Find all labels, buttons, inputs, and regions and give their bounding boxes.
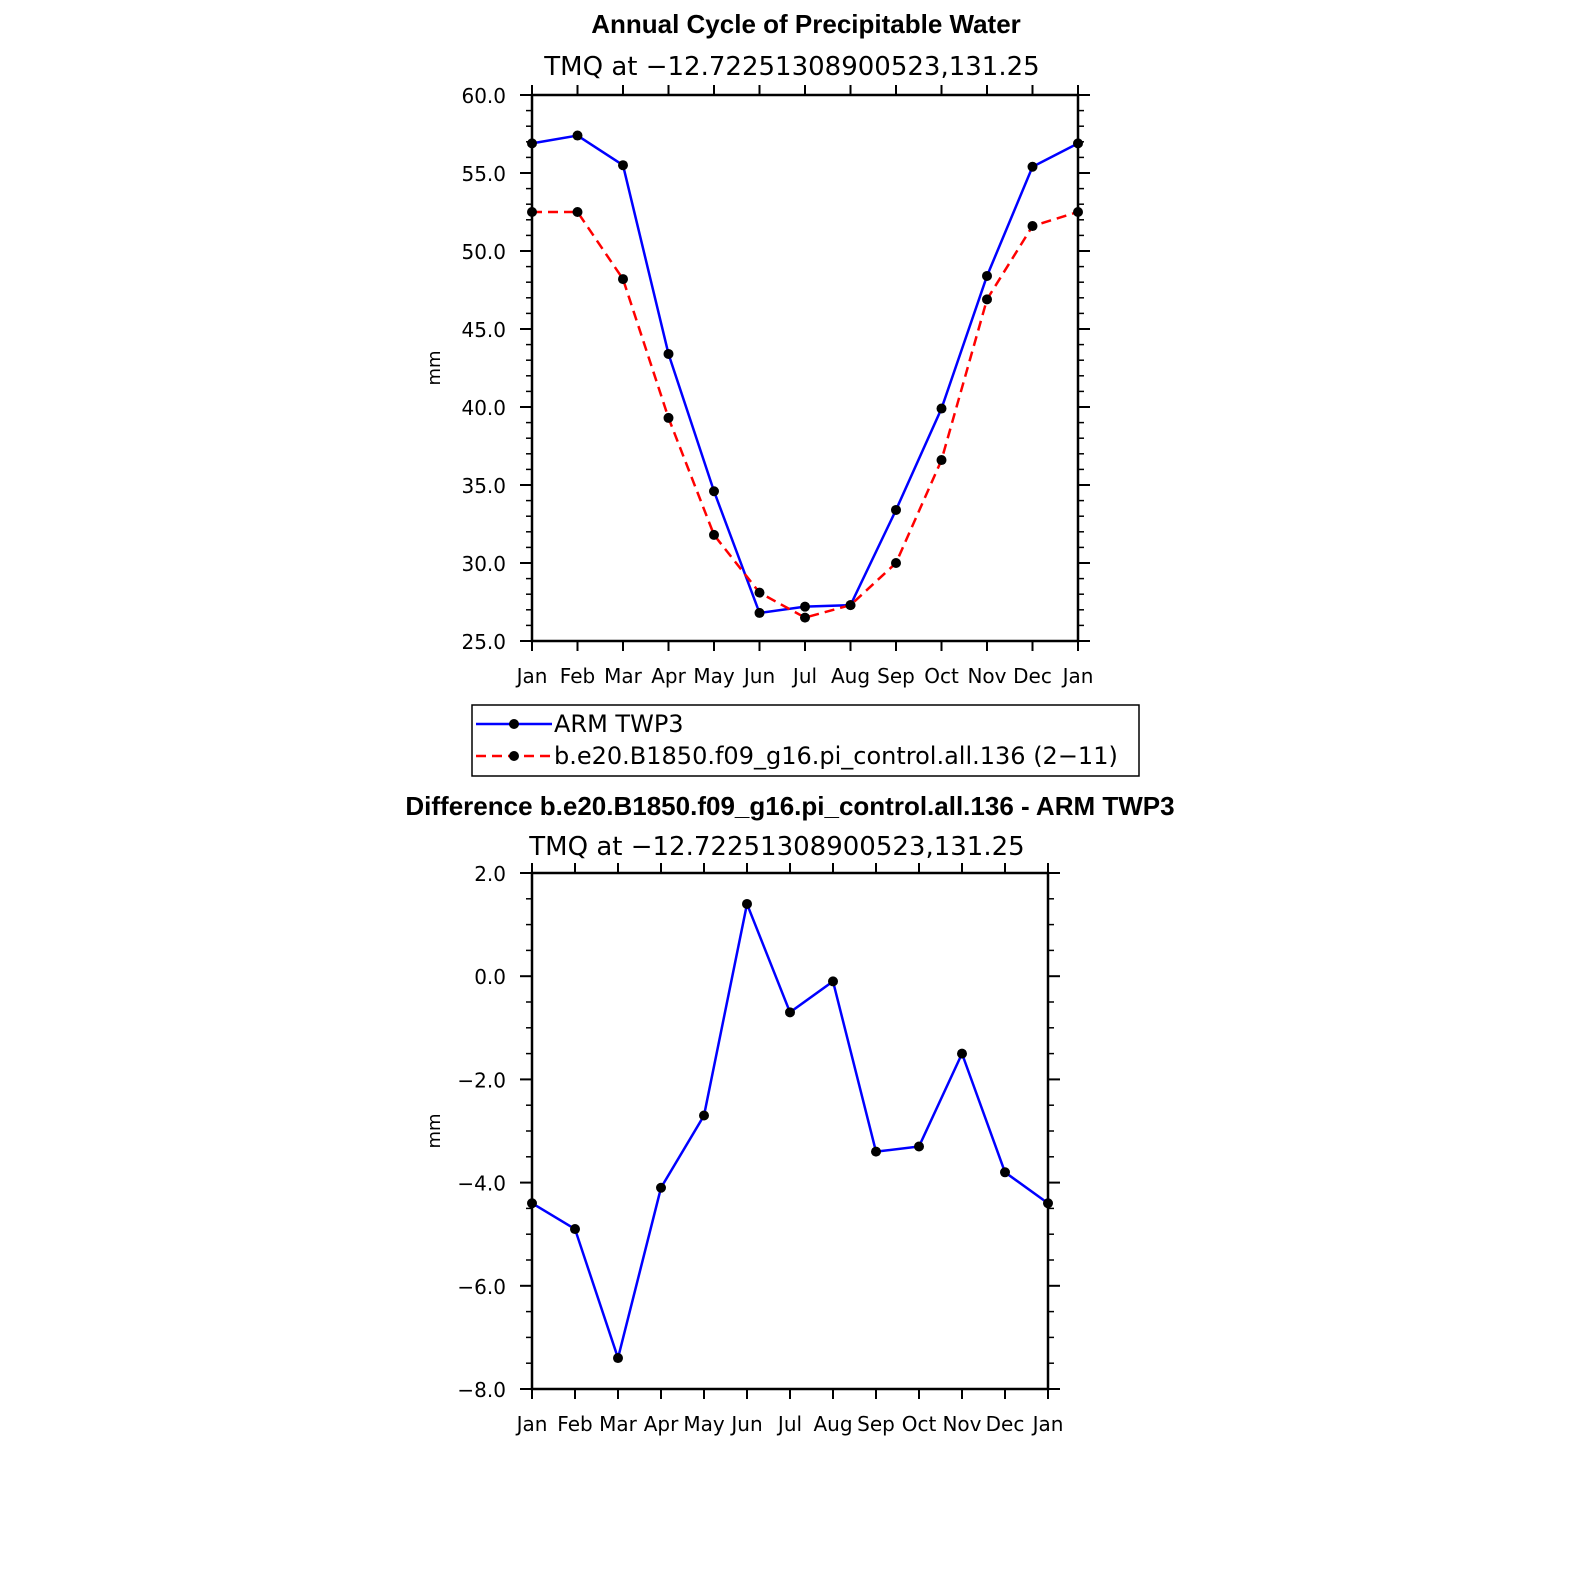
series-line-1 (531, 899, 1049, 1363)
x-tick-label: Apr (644, 1412, 679, 1436)
y-tick-label: −4.0 (457, 1172, 506, 1196)
top-chart-ylabel: mm (424, 350, 445, 385)
series-line-1 (531, 134, 1079, 615)
x-tick-label: Dec (986, 1412, 1025, 1436)
series-1-point (570, 1224, 580, 1235)
x-tick-label: Jan (515, 664, 548, 688)
y-tick-label: 25.0 (461, 630, 506, 654)
legend: ARM TWP3 b.e20.B1850.f09_g16.pi_control.… (471, 704, 1140, 777)
series-1-point (754, 607, 765, 618)
series-1-point (1043, 1198, 1053, 1209)
x-tick-label: Jul (776, 1412, 802, 1436)
top-chart-subtitle: TMQ at −12.72251308900523,131.25 (543, 52, 1039, 82)
bottom-chart-ylabel: mm (424, 1113, 445, 1148)
series-1-point (613, 1353, 623, 1364)
y-tick-label: 0.0 (474, 965, 506, 989)
series-2-point (936, 455, 947, 466)
y-tick-label: −8.0 (457, 1378, 506, 1402)
legend-label-series-1: ARM TWP3 (554, 710, 684, 738)
series-1-point (800, 601, 810, 612)
series-line-2 (532, 210, 1079, 619)
x-tick-label: Aug (831, 664, 870, 688)
x-tick-label: Sep (857, 1412, 895, 1436)
y-tick-label: −6.0 (457, 1275, 506, 1299)
series-1-point (1073, 138, 1083, 149)
bottom-chart-plot: Jan Feb Mar Apr May Jun Jul Aug Sep Oct Nov Dec Jan−… (457, 862, 1063, 1436)
series-1-point (982, 270, 992, 281)
series-1-point (936, 403, 947, 414)
x-tick-label: Jul (791, 664, 817, 688)
legend-marker-series-1 (509, 719, 519, 729)
x-tick-label: Nov (942, 1412, 981, 1436)
legend-box (471, 704, 1140, 777)
series-2-point (527, 207, 537, 217)
bottom-chart-title: Difference b.e20.B1850.f09_g16.pi_contro… (405, 791, 1174, 821)
series-1-point (871, 1146, 881, 1157)
y-tick-label: 60.0 (461, 84, 506, 108)
bottom-chart-subtitle: TMQ at −12.72251308900523,131.25 (528, 832, 1024, 862)
x-tick-label: Aug (813, 1412, 852, 1436)
series-1-point (618, 160, 628, 171)
top-chart-title: Annual Cycle of Precipitable Water (591, 9, 1021, 39)
series-1-point (663, 348, 674, 359)
series-2-point (1027, 221, 1038, 232)
y-tick-label: 35.0 (461, 474, 506, 498)
y-tick-label: −2.0 (457, 1068, 506, 1092)
y-tick-label: 45.0 (461, 318, 506, 342)
legend-marker-series-2 (509, 751, 519, 761)
x-tick-label: Feb (557, 1412, 592, 1436)
series-2-point (982, 294, 992, 305)
plot-frame (530, 93, 1080, 643)
x-tick-label: Jan (1031, 1412, 1064, 1436)
y-tick-label: 50.0 (461, 240, 506, 264)
series-2-point (1073, 207, 1083, 217)
series-2-point (754, 587, 765, 598)
series-1-point (914, 1141, 924, 1152)
series-2-point (800, 612, 810, 623)
x-tick-label: Jan (515, 1412, 548, 1436)
x-tick-label: Jun (729, 1412, 762, 1436)
x-tick-label: Dec (1013, 664, 1052, 688)
plot-frame (530, 871, 1050, 1391)
series-1-point (957, 1048, 967, 1059)
x-tick-label: Jan (1061, 664, 1094, 688)
series-1-point (527, 138, 537, 149)
x-tick-label: Mar (599, 1412, 638, 1436)
y-tick-label: 55.0 (461, 162, 506, 186)
series-1-point (699, 1110, 709, 1121)
y-tick-label: 30.0 (461, 552, 506, 576)
x-tick-label: Nov (967, 664, 1006, 688)
series-1-point (1027, 161, 1038, 172)
legend-label-series-2: b.e20.B1850.f09_g16.pi_control.all.136 (… (554, 742, 1118, 770)
series-2-point (845, 600, 856, 611)
y-tick-label: 40.0 (461, 396, 506, 420)
series-2-point (663, 412, 674, 423)
series-1-point (527, 1198, 537, 1209)
series-1-point (828, 976, 838, 987)
x-tick-label: May (683, 1412, 725, 1436)
series-1-point (572, 130, 583, 141)
x-tick-label: Mar (604, 664, 643, 688)
series-2-point (709, 529, 719, 540)
series-2-point (618, 274, 628, 285)
y-tick-label: 2.0 (474, 862, 506, 886)
series-1-point (891, 504, 901, 515)
series-1-point (656, 1182, 666, 1193)
x-tick-label: Sep (877, 664, 915, 688)
x-tick-label: Apr (651, 664, 686, 688)
x-tick-label: May (693, 664, 735, 688)
x-tick-label: Oct (902, 1412, 937, 1436)
series-2-point (572, 207, 583, 217)
series-2-point (891, 558, 901, 568)
series-1-point (785, 1007, 795, 1018)
x-tick-label: Oct (924, 664, 959, 688)
series-1-point (742, 898, 752, 909)
x-tick-label: Jun (742, 664, 775, 688)
series-1-point (709, 486, 719, 497)
x-tick-label: Feb (560, 664, 595, 688)
series-1-point (1000, 1167, 1010, 1178)
top-chart-plot: Jan Feb Mar Apr May Jun Jul Aug Sep Oct Nov Dec Jan 2… (461, 84, 1093, 688)
